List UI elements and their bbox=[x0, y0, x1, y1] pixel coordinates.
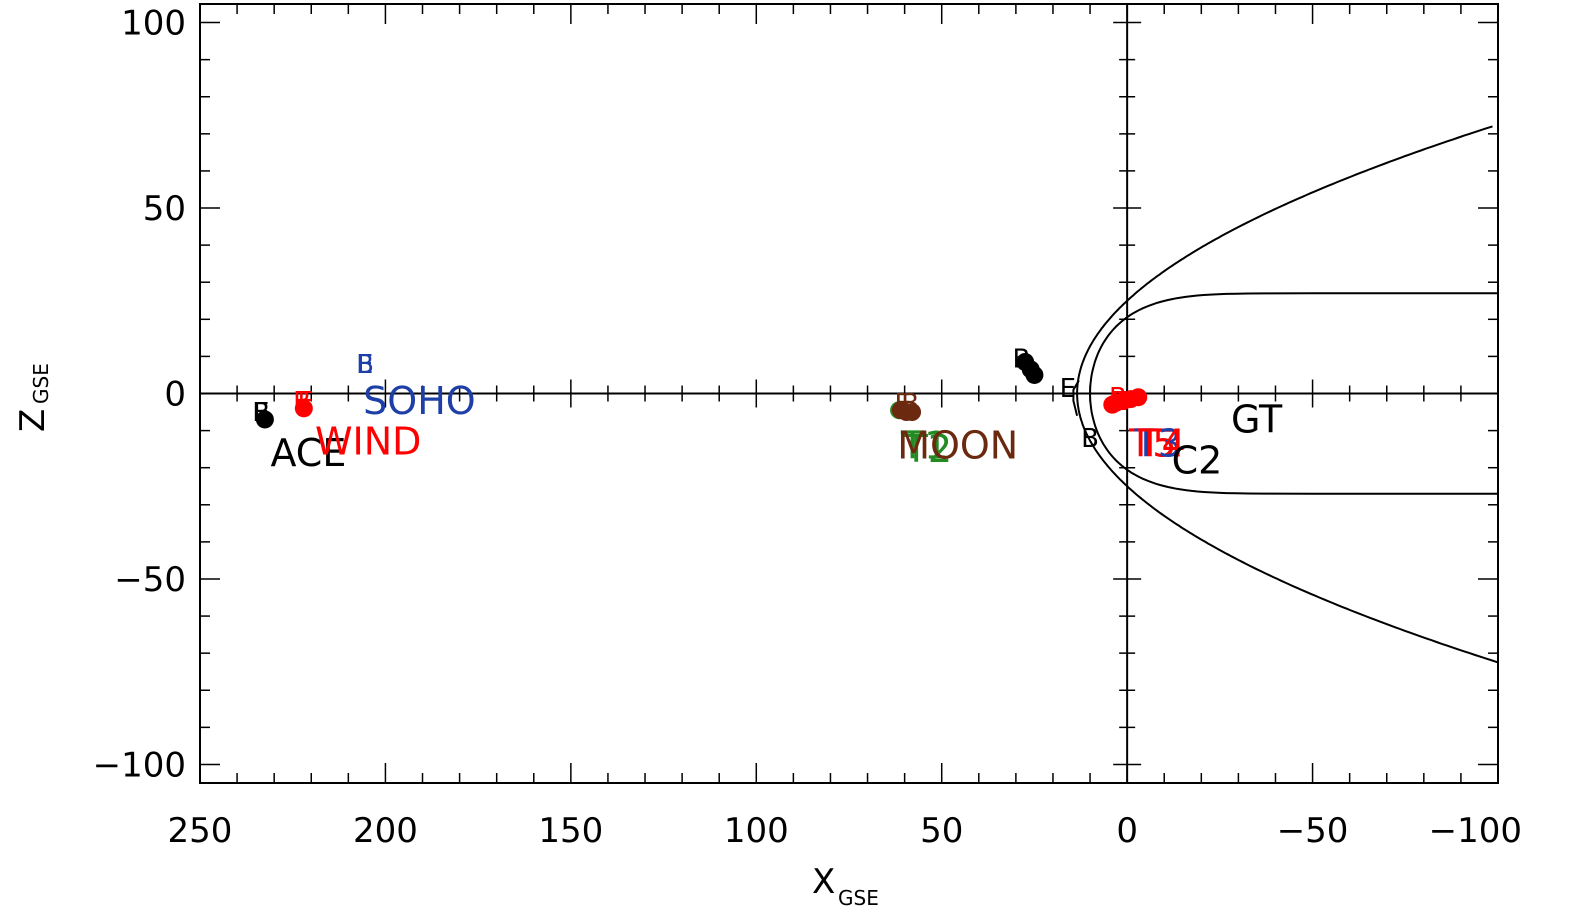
series-t3: T3 bbox=[1134, 422, 1182, 466]
magnetopause-curve bbox=[1089, 292, 1498, 495]
series-moon: BE MOON bbox=[891, 389, 1018, 467]
wind-marker-e: E bbox=[297, 387, 313, 417]
series-t2: T2 bbox=[904, 427, 952, 471]
x-tick-label: 100 bbox=[724, 811, 789, 851]
soho-label: SOHO bbox=[363, 379, 476, 423]
moon-marker-e: E bbox=[895, 389, 911, 419]
c2-marker-b: B bbox=[1081, 424, 1099, 454]
ace-position-dot bbox=[255, 410, 274, 429]
t5-marker-b: B bbox=[1109, 383, 1127, 413]
axis-labels: X GSE Z GSE bbox=[13, 363, 879, 910]
y-axis-title-subscript: GSE bbox=[29, 363, 53, 404]
x-axis-title: X bbox=[812, 862, 835, 902]
y-axis-title: Z bbox=[13, 409, 53, 432]
c2-orbit-track bbox=[1072, 379, 1080, 417]
t4-label: T4 bbox=[1137, 422, 1185, 466]
wind-marker-b: B bbox=[293, 387, 311, 417]
t5-position-dot bbox=[1129, 388, 1148, 407]
x-tick-label: 200 bbox=[353, 811, 418, 851]
ace-marker-e: E bbox=[253, 398, 269, 428]
t5-marker-e: E bbox=[1112, 387, 1128, 417]
x-tick-label: 0 bbox=[1116, 811, 1138, 851]
bow-shock-curve bbox=[1076, 125, 1499, 664]
boundary-curves bbox=[1076, 125, 1499, 664]
x-tick-label: 150 bbox=[538, 811, 603, 851]
gt-position-dot bbox=[1016, 352, 1035, 371]
t3-label: T3 bbox=[1134, 422, 1182, 466]
c2-marker-e: E bbox=[1060, 374, 1076, 404]
wind-position-dot bbox=[294, 399, 313, 418]
y-tick-label: 100 bbox=[121, 4, 186, 44]
gt-marker-b: B bbox=[1013, 344, 1031, 374]
series-t4: T4 bbox=[1137, 422, 1185, 466]
soho-marker-b: B bbox=[356, 350, 374, 380]
moon-marker-b: B bbox=[901, 389, 919, 419]
x-tick-label: −100 bbox=[1429, 811, 1522, 851]
moon-label: MOON bbox=[897, 423, 1018, 467]
t2-label: T2 bbox=[904, 427, 952, 471]
x-tick-label: 50 bbox=[920, 811, 963, 851]
soho-marker-e: E bbox=[357, 350, 373, 380]
plot-frame: 250 200 150 100 50 0 −50 −100 100 50 0 −50 −100 bbox=[93, 3, 1522, 851]
y-tick-label: −100 bbox=[93, 745, 186, 785]
t1-label: T1 bbox=[900, 423, 948, 467]
wind-label: WIND bbox=[315, 420, 421, 464]
x-tick-label: 250 bbox=[168, 811, 233, 851]
series-gt: B GT bbox=[1013, 344, 1284, 441]
c2-label: C2 bbox=[1172, 438, 1223, 482]
y-tick-label: 50 bbox=[143, 189, 186, 229]
moon-position-dot bbox=[903, 403, 922, 422]
spacecraft-series: BEACEBEWINDBESOHOET1T2BEMOONBET5T3T4BEC2… bbox=[252, 344, 1283, 482]
gt-label: GT bbox=[1231, 397, 1283, 441]
t5-label: T5 bbox=[1128, 422, 1176, 466]
x-tick-label: −50 bbox=[1277, 811, 1349, 851]
y-tick-label: 0 bbox=[164, 375, 186, 415]
ace-marker-b: B bbox=[252, 398, 270, 428]
y-tick-label: −50 bbox=[114, 560, 186, 600]
ace-label: ACE bbox=[270, 431, 346, 475]
x-axis-title-subscript: GSE bbox=[838, 886, 879, 910]
